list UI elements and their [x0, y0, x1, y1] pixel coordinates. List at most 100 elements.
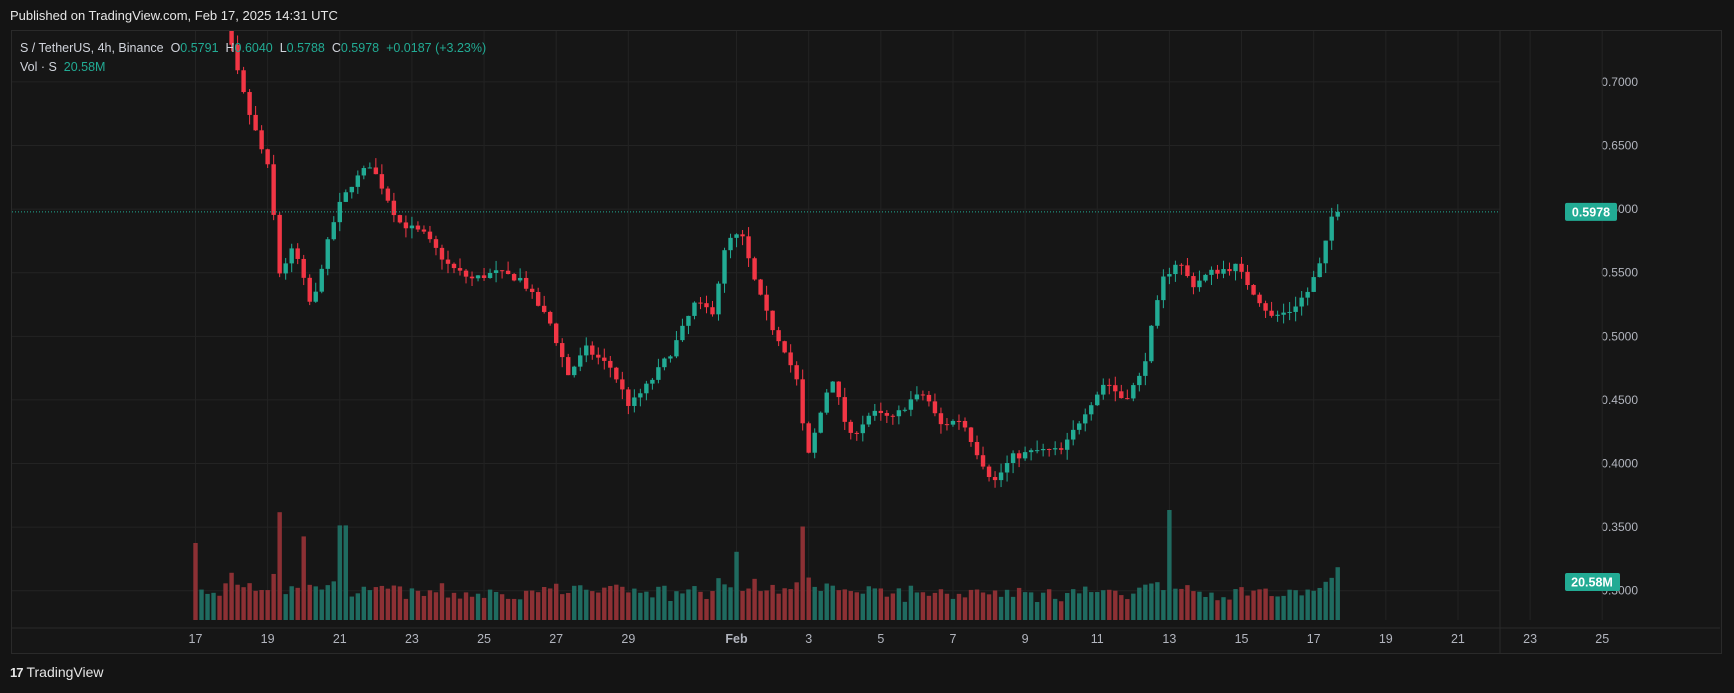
candle-body: [764, 294, 769, 311]
candle-body: [265, 149, 270, 165]
volume-bar: [451, 592, 457, 620]
volume-bar: [397, 586, 403, 620]
candle-body: [469, 276, 475, 279]
volume-bar: [638, 592, 643, 620]
volume-bar: [205, 593, 210, 620]
volume-bar: [614, 584, 619, 620]
current-price-tag: [1565, 202, 1617, 221]
candle-body: [535, 291, 541, 306]
volume-bar: [1299, 595, 1304, 620]
volume-bar: [626, 592, 631, 620]
candle-body: [728, 237, 733, 251]
volume-bar: [926, 595, 932, 620]
volume-bar: [650, 597, 655, 620]
volume-bar: [1329, 577, 1334, 620]
candle-body: [842, 397, 847, 422]
candle-body: [1305, 291, 1310, 298]
candle-body: [884, 413, 890, 416]
candle-body: [1329, 216, 1334, 241]
y-tick-label: 0.4000: [1601, 457, 1638, 471]
volume-bar: [199, 589, 204, 620]
candle-body: [596, 354, 601, 358]
candle-body: [541, 305, 547, 312]
volume-row: Vol · S 20.58M: [20, 58, 486, 77]
candle-body: [818, 412, 823, 433]
candle-body: [1251, 285, 1256, 295]
x-tick-label: 23: [405, 632, 419, 646]
volume-bar: [223, 583, 228, 620]
candle-body: [1028, 450, 1034, 453]
candle-body: [481, 275, 487, 279]
candle-body: [740, 234, 745, 237]
candle-body: [866, 415, 872, 425]
volume-bar: [253, 590, 258, 620]
candle-body: [656, 367, 661, 380]
candle-body: [1077, 423, 1082, 430]
volume-bar: [475, 593, 481, 620]
candle-body: [1317, 263, 1322, 278]
candle-body: [662, 358, 667, 368]
candle-body: [1269, 310, 1274, 316]
volume-bar: [788, 589, 793, 620]
candle-body: [307, 277, 312, 302]
candle-body: [932, 401, 938, 414]
candle-body: [1022, 452, 1028, 459]
candle-body: [980, 455, 986, 467]
x-tick-label: 15: [1235, 632, 1249, 646]
volume-bar: [1143, 584, 1148, 620]
volume-bar: [541, 586, 547, 620]
volume-bar: [590, 591, 595, 620]
volume-bar: [1233, 589, 1238, 620]
x-tick-label: 25: [477, 632, 491, 646]
candle-body: [1101, 384, 1106, 395]
candle-body: [992, 477, 998, 481]
x-tick-label: 5: [877, 632, 884, 646]
candle-body: [686, 315, 691, 326]
candle-body: [614, 367, 619, 380]
candle-body: [403, 222, 409, 229]
volume-bar: [1251, 590, 1256, 620]
candle-body: [776, 330, 781, 342]
volume-bar: [1335, 567, 1340, 620]
y-tick-label: 0.7000: [1601, 75, 1638, 89]
volume-bar: [596, 592, 601, 620]
candle-body: [361, 168, 367, 176]
volume-bar: [1239, 587, 1244, 620]
volume-bar: [632, 588, 637, 620]
y-tick-label: 0.3500: [1601, 520, 1638, 534]
volume-bar: [818, 590, 823, 620]
candle-body: [223, 0, 227, 2]
volume-bar: [920, 592, 926, 620]
volume-bar: [584, 589, 589, 620]
volume-bar: [193, 543, 198, 620]
symbol-label[interactable]: S / TetherUS, 4h, Binance: [20, 41, 164, 55]
candle-body: [229, 31, 234, 45]
volume-bar: [968, 589, 974, 620]
candle-body: [1083, 414, 1088, 424]
volume-bar: [1185, 585, 1190, 620]
footer-brand[interactable]: 17 TradingView: [10, 664, 104, 680]
candle-body: [986, 466, 992, 478]
volume-bar: [1089, 592, 1094, 620]
volume-bar: [1095, 592, 1100, 620]
x-tick-label: 7: [949, 632, 956, 646]
candle-body: [1113, 385, 1118, 392]
candle-body: [319, 268, 324, 292]
volume-bar: [656, 586, 661, 620]
candle-body: [373, 167, 379, 175]
volume-bar: [836, 590, 841, 620]
volume-bar: [1173, 588, 1178, 620]
candle-body: [1209, 269, 1214, 275]
volume-bar: [1257, 589, 1262, 620]
volume-bar: [1305, 589, 1310, 620]
candle-body: [1010, 453, 1016, 464]
volume-bar: [860, 593, 865, 620]
candle-body: [1046, 449, 1052, 451]
current-volume-tag: [1565, 573, 1620, 591]
volume-bar: [680, 593, 685, 620]
volume-bar: [367, 590, 373, 620]
volume-label[interactable]: Vol · S: [20, 60, 57, 74]
volume-bar: [830, 585, 835, 620]
volume-bar: [1071, 589, 1076, 620]
